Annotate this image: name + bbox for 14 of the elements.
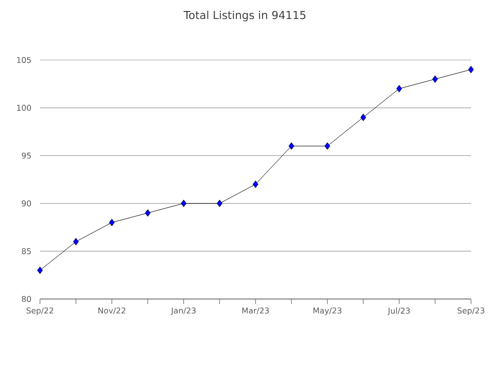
point [216,200,222,208]
point [37,266,43,274]
point [144,209,151,217]
point [73,238,79,246]
chart-title: Total Listings in 94115 [184,10,306,22]
point [396,84,402,92]
point [180,200,186,208]
point [288,142,294,150]
point [432,75,438,83]
point [324,142,330,150]
point [360,114,366,122]
point [468,66,474,74]
point [252,180,258,188]
point [109,218,115,226]
